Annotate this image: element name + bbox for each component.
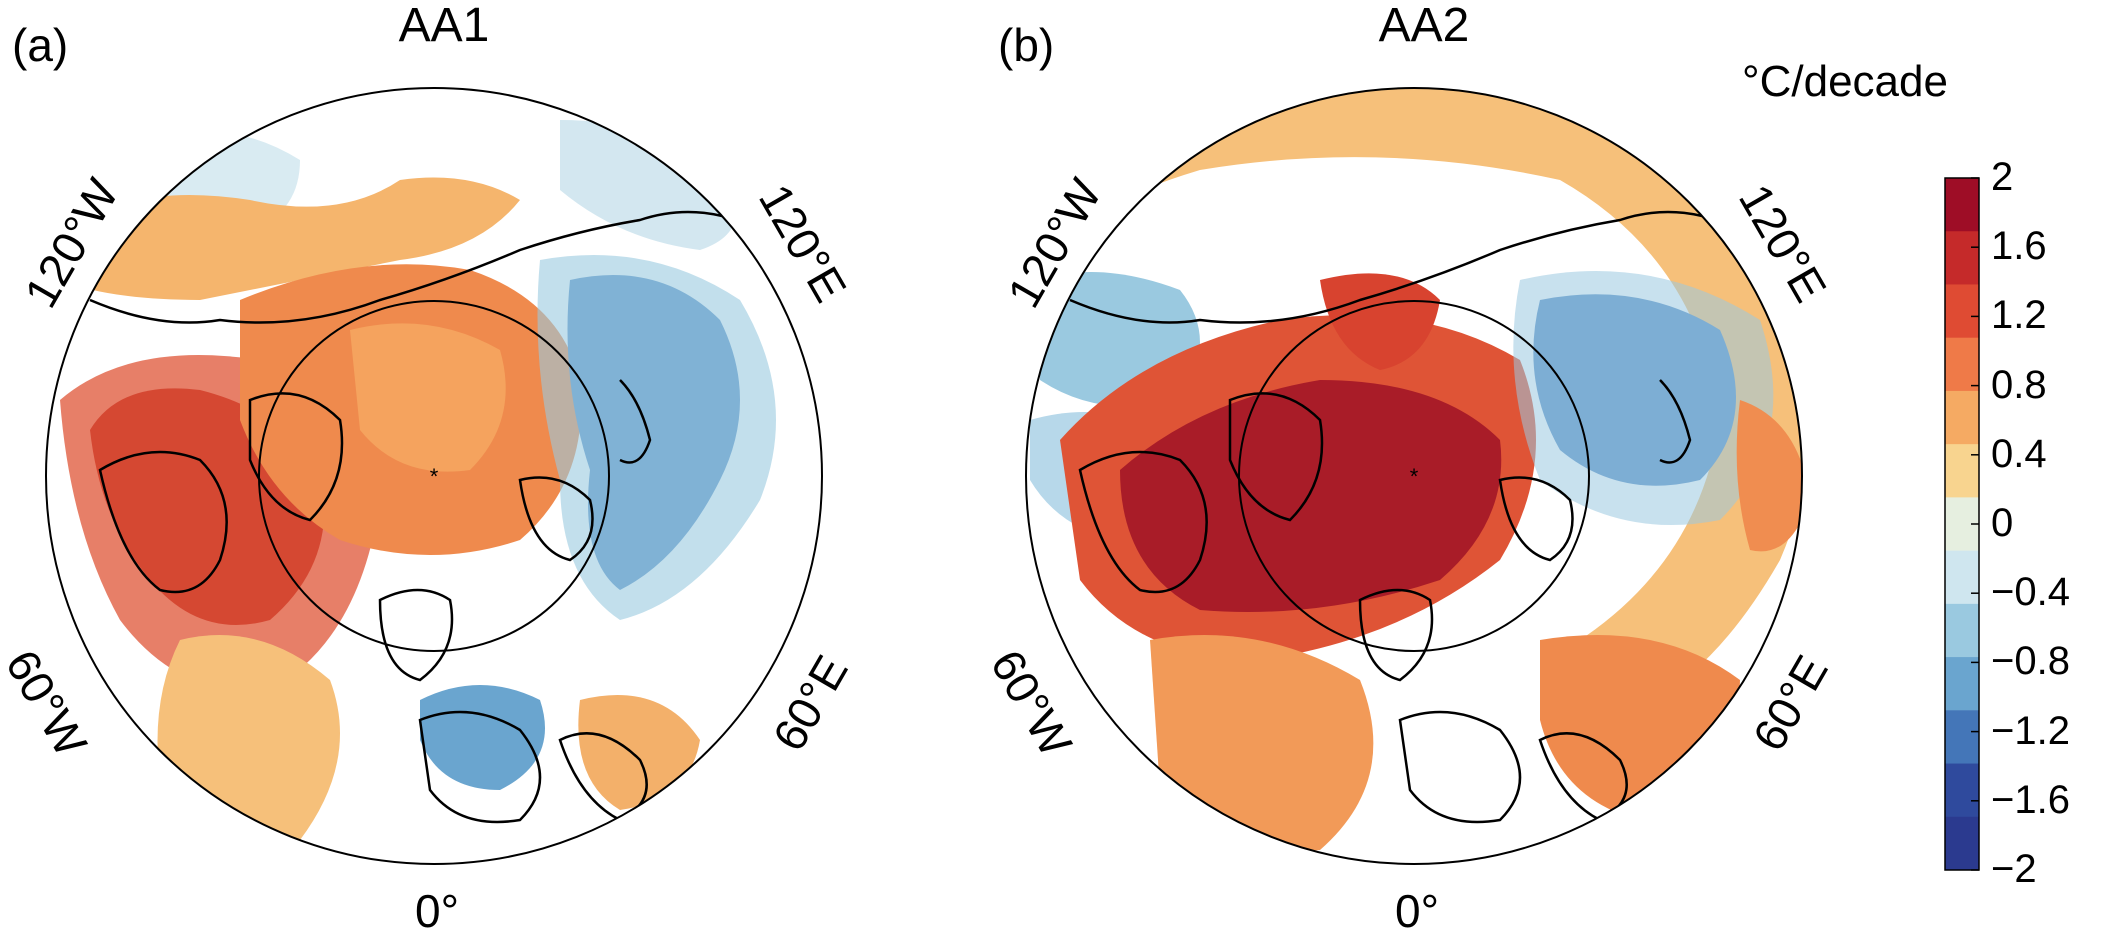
colorbar-swatch bbox=[1945, 816, 1979, 871]
colorbar-swatch bbox=[1945, 390, 1979, 445]
panel-a-coastlines bbox=[89, 210, 761, 824]
colorbar-swatch bbox=[1945, 337, 1979, 392]
panel-b-blue-eurasia-halo bbox=[1513, 271, 1774, 525]
panel-b-arctic-circle bbox=[1238, 300, 1590, 652]
panel-a-label-0: 0° bbox=[415, 885, 459, 937]
colorbar-tick-label: 1.6 bbox=[1991, 224, 2047, 269]
colorbar-tick-label: 2 bbox=[1991, 155, 2014, 199]
panel-b-label-0: 0° bbox=[1395, 885, 1439, 937]
panel-b-east-orange bbox=[1736, 400, 1802, 552]
colorbar-tick-label: 0.8 bbox=[1991, 362, 2047, 407]
colorbar-tick-label: −0.4 bbox=[1991, 570, 2070, 615]
panel-b-coastlines bbox=[1069, 210, 1741, 824]
panel-a-pole-marker: * bbox=[430, 464, 439, 489]
panel-a-arctic-circle bbox=[258, 300, 610, 652]
panel-b-boundary bbox=[1025, 87, 1803, 865]
colorbar bbox=[1944, 177, 1980, 871]
colorbar-tick-label: −2 bbox=[1991, 847, 2037, 891]
panel-a-title: AA1 bbox=[398, 0, 490, 52]
colorbar-tick-label: 0.4 bbox=[1991, 431, 2047, 476]
panel-a-blue-eurasia-halo bbox=[537, 255, 776, 620]
panel-a-map: * bbox=[46, 88, 822, 864]
colorbar-swatch bbox=[1945, 763, 1979, 818]
panel-a-boundary bbox=[45, 87, 823, 865]
panel-a-orange-band bbox=[60, 177, 520, 300]
panel-a-arctic-light bbox=[350, 323, 506, 472]
colorbar-tick-label: 1.2 bbox=[1991, 293, 2047, 338]
colorbar-swatch bbox=[1945, 550, 1979, 605]
colorbar-swatch bbox=[1945, 710, 1979, 765]
panel-b-map: * bbox=[1026, 88, 1802, 864]
panel-b-title: AA2 bbox=[1378, 0, 1470, 52]
colorbar-swatch bbox=[1945, 231, 1979, 285]
colorbar-tick-label: −0.8 bbox=[1991, 639, 2070, 684]
panel-b-red-north bbox=[1320, 273, 1440, 370]
colorbar-swatch bbox=[1945, 444, 1979, 498]
panel-b-pole-marker: * bbox=[1410, 464, 1419, 489]
colorbar-tick-label: 0 bbox=[1991, 501, 2014, 545]
colorbar-swatch bbox=[1945, 603, 1979, 658]
colorbar-unit: °C/decade bbox=[1742, 57, 1948, 106]
colorbar-swatch bbox=[1945, 284, 1979, 339]
colorbar-swatch bbox=[1945, 178, 1979, 232]
panel-a-tag: (a) bbox=[12, 19, 69, 71]
panel-b-red-core bbox=[1120, 380, 1502, 612]
colorbar-tick-label: −1.6 bbox=[1991, 777, 2070, 822]
panel-b-tag: (b) bbox=[998, 19, 1055, 71]
panel-a-me-orange bbox=[578, 695, 700, 810]
colorbar-tick-label: −1.2 bbox=[1991, 708, 2070, 753]
panel-b-atlantic-orange bbox=[1150, 635, 1374, 852]
colorbar-swatch bbox=[1945, 657, 1979, 711]
